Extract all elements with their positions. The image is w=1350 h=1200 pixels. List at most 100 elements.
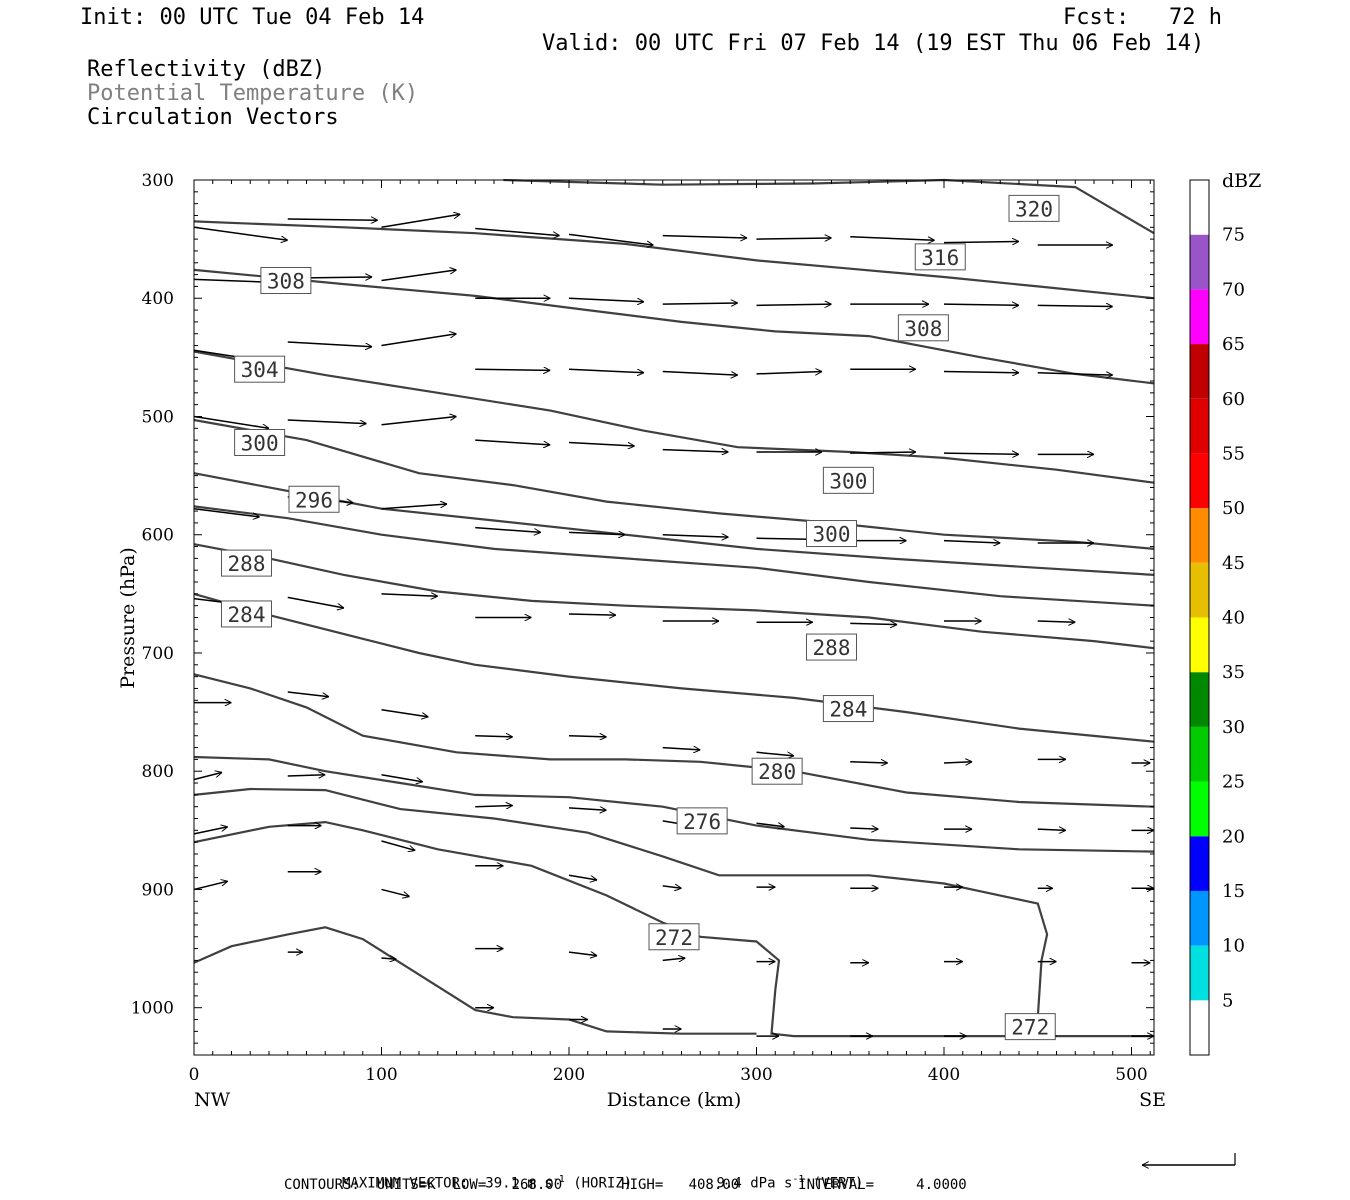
theta-contour-272 [193,787,1049,1018]
contour-label-box [751,757,803,785]
circulation-vector [1037,829,1066,830]
contour-label-box [221,600,272,628]
contour-label-text: 300 [241,432,279,456]
contour-label-text: 272 [1011,1016,1049,1040]
contour-label: 300 [234,429,286,456]
circulation-vector [943,304,1019,305]
contour-label-text: 304 [241,358,279,382]
colorbar-level-label: 60 [1222,389,1245,410]
reference-vector [1142,1153,1236,1165]
circulation-vector [662,450,729,452]
circulation-vector [475,736,513,737]
circulation-vector [850,236,934,241]
contour-label-box [897,314,949,342]
circulation-vector [662,886,682,888]
x-tick-label: 200 [553,1065,585,1085]
circulation-vector [475,439,550,445]
contour-label: 304 [234,355,286,383]
circulation-vector [381,958,397,959]
contour-label: 288 [806,633,857,661]
colorbar-swatch [1190,344,1209,399]
circulation-vector [756,238,832,239]
colorbar-level-label: 25 [1222,772,1245,793]
colorbar-level-label: 30 [1222,717,1245,738]
colorbar-level-label: 10 [1222,936,1245,957]
circulation-vector [568,614,616,615]
colorbar-level-label: 65 [1222,334,1245,355]
colorbar-level-label: 70 [1222,279,1245,300]
field-potential-temperature: Potential Temperature (K) [87,81,419,106]
contour-label-box [914,243,966,271]
colorbar-level-label: 55 [1222,443,1245,464]
y-tick-label: 800 [142,762,174,782]
circulation-vector [662,748,701,750]
contour-label-text: 284 [228,603,266,627]
circulation-vector [850,623,897,624]
circulation-vector [193,827,228,835]
circulation-vector [193,881,228,891]
circulation-vector [193,772,222,781]
circulation-vector [662,535,729,537]
contour-label-box [806,633,857,661]
y-tick-label: 900 [142,880,174,900]
theta-contour-316 [193,220,1155,300]
exponent-vert: -1 [792,1174,805,1185]
contour-label: 308 [260,267,312,295]
max-vector-horiz-unit: (HORIZ) [573,1175,633,1192]
circulation-vector [568,441,635,447]
circulation-vector [287,341,372,347]
contour-label-box [288,485,340,513]
colorbar-swatch [1190,726,1209,782]
field-circulation-vectors: Circulation Vectors [87,105,339,130]
colorbar-level-label: 50 [1222,498,1245,519]
x-tick-label: 100 [365,1065,397,1085]
circulation-vector [568,808,607,810]
contour-label: 280 [751,757,803,785]
circulation-vector [381,708,429,717]
colorbar-swatch [1190,508,1209,563]
colorbar-level-label: 35 [1222,662,1245,683]
theta-contour-280 [193,673,1155,808]
circulation-vector [287,691,329,697]
contour-label-text: 272 [655,926,693,950]
circulation-vector [568,874,597,880]
circulation-vector [662,370,738,376]
valid-time: Valid: 00 UTC Fri 07 Feb 14 (19 EST Thu … [542,31,1205,56]
colorbar-swatch [1190,781,1209,837]
colorbar-swatch [1190,398,1209,454]
colorbar-swatch [1190,234,1209,290]
colorbar-title: dBZ [1222,170,1261,192]
vector-layer [193,214,1154,1036]
y-tick-label: 1000 [131,999,174,1019]
circulation-vector [475,526,541,533]
colorbar-level-label: 45 [1222,553,1245,574]
contour-label-box [648,923,700,951]
circulation-vector [662,236,747,238]
colorbar-swatch [1190,562,1209,618]
y-tick-label: 700 [142,644,174,664]
theta-contour-292 [193,505,1155,607]
circulation-vector [475,806,513,807]
contour-label-box [221,549,272,577]
x-end-label-nw: NW [194,1089,231,1111]
circulation-vector [662,303,738,304]
circulation-vector [568,532,625,534]
colorbar-swatch [1190,1000,1209,1055]
init-time: Init: 00 UTC Tue 04 Feb 14 [80,5,425,30]
theta-contour-288 [193,543,1155,650]
x-axis-label: Distance (km) [607,1089,742,1111]
circulation-vector [287,219,378,220]
theta-contour-268 [193,926,757,1035]
theta-contour-320 [503,178,1155,235]
circulation-vector [850,452,916,453]
colorbar-swatch [1190,289,1209,345]
circulation-vector [287,596,344,608]
circulation-vector [381,270,457,282]
circulation-vector [1037,373,1113,375]
y-tick-label: 300 [142,171,174,191]
circulation-vector [943,541,1000,543]
contour-label-text: 316 [921,246,959,270]
circulation-vector [287,419,367,424]
max-vector-horiz: MAXIMUM VECTOR: 39.1 m s [342,1175,553,1192]
circulation-vector [568,297,644,302]
